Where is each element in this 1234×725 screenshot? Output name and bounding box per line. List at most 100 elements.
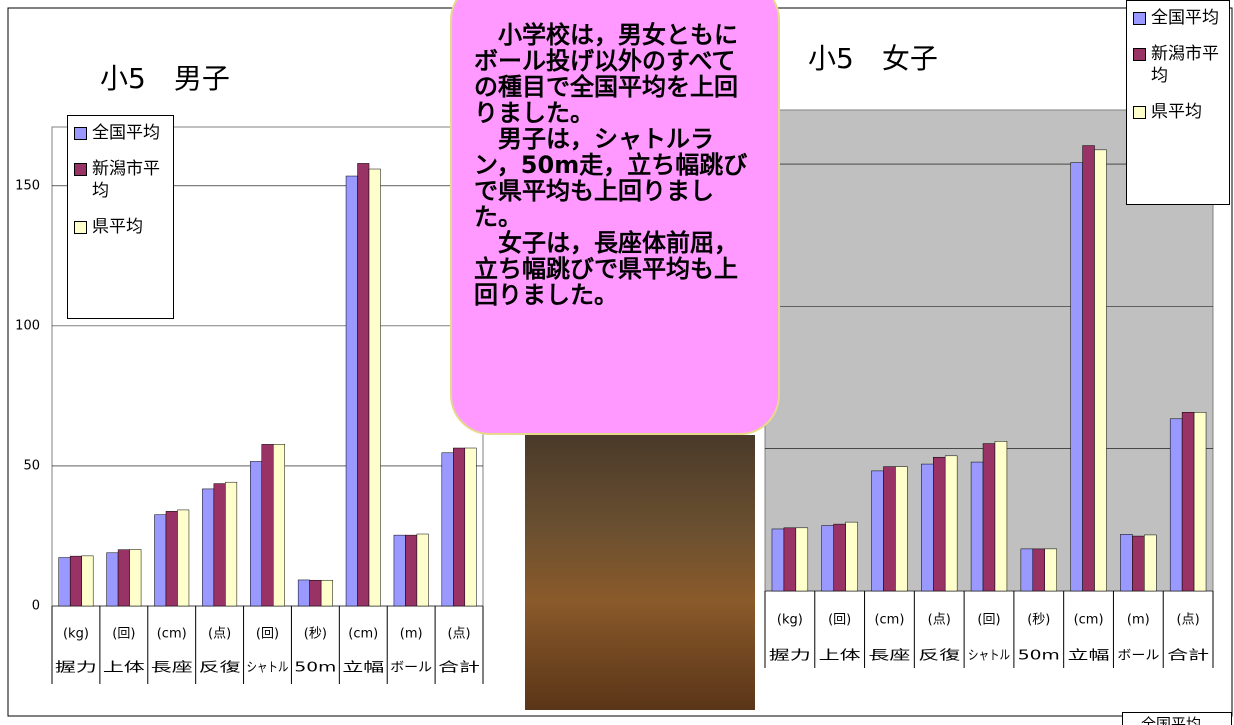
legend-entry: 新潟市平均 [1131,43,1225,87]
bar [1032,548,1046,592]
bar [165,511,178,607]
bar [1193,412,1207,592]
bar [202,488,215,607]
category-unit: (点) [928,613,951,628]
bar [994,441,1008,592]
legend-label: 新潟市平均 [1151,44,1219,86]
legend-swatch [1133,48,1146,61]
category-unit: (回) [112,627,135,642]
category-unit: (点) [1177,613,1200,628]
x-tick-label: 長座 [868,649,910,664]
bar [368,168,381,607]
legend-entry: 県平均 [72,216,169,238]
category-unit: (回) [828,613,851,628]
bar [1020,548,1034,592]
bar [58,557,71,607]
bar [81,555,94,607]
bar [1094,149,1107,592]
bar [117,549,130,607]
bar [464,447,477,607]
category-unit: (回) [977,613,1000,628]
legend-swatch [74,221,87,234]
legend-entry: 全国平均 [1131,7,1225,29]
bar [154,514,167,607]
legend-swatch [1133,12,1146,25]
bar [1132,535,1145,592]
category-unit: (秒) [1027,613,1050,628]
bar [871,470,884,592]
bar [69,555,82,607]
category-unit: (回) [256,627,279,642]
bar [441,452,454,607]
bar [1070,162,1083,592]
bar [1082,145,1095,592]
x-tick-label: 握力 [769,649,811,664]
bar [405,534,418,607]
legend: 全国平均新潟市平均県平均 [1126,0,1230,205]
legend-entry: 県平均 [1131,101,1225,123]
category-unit: (m) [400,627,423,642]
legend-entry: 新潟市平均 [72,158,169,202]
bar [416,533,429,607]
legend-label: 全国平均 [1151,8,1219,28]
chart-title: 小5 男子 [100,62,230,95]
bar [783,527,797,592]
legend-swatch [74,163,87,176]
bar [177,509,190,607]
callout-text: 小学校は，男女ともにボール投げ以外のすべての種目で全国平均を上回りました。 [474,21,738,127]
bar [1044,548,1057,592]
legend-label: 新潟市平均 [92,159,160,201]
category-unit: (cm) [157,627,187,642]
x-tick-label: シャトル [247,661,289,676]
bar [129,549,142,607]
bar [453,447,466,607]
chart-title: 小5 女子 [808,42,938,75]
category-unit: (m) [1127,613,1150,628]
category-unit: (kg) [777,613,803,628]
bar [106,552,119,607]
callout: 小学校は，男女ともにボール投げ以外のすべての種目で全国平均を上回りました。 男子… [450,0,780,435]
category-unit: (cm) [874,613,904,628]
bar [250,461,263,607]
bar [771,528,785,592]
bar [883,466,896,592]
category-unit: (cm) [348,627,378,642]
bar [982,443,996,592]
legend-label: 県平均 [1151,102,1202,122]
bar [1169,418,1183,592]
x-tick-label: 立幅 [1068,649,1110,664]
x-tick-label: 合計 [1167,648,1209,664]
y-tick-label: 150 [15,178,40,193]
category-unit: (kg) [63,627,89,642]
callout-text: 男子は，シャトルラン，50m走，立ち幅跳びで県平均も上回りました。 [474,125,748,231]
bar [261,444,274,607]
x-tick-label: ボール [1117,649,1159,664]
bar [320,579,333,607]
legend-swatch [1133,106,1146,119]
category-unit: (秒) [304,627,327,642]
bar [213,483,226,607]
bar [921,463,934,592]
bar [821,525,834,592]
bar [345,175,358,607]
photo [525,435,755,710]
legend: 全国平均新潟市平均県平均 [67,115,174,319]
legend-swatch [74,127,87,140]
y-tick-label: 50 [23,458,40,473]
bar [845,521,858,592]
bar [932,456,946,592]
bar [297,579,310,607]
bar [225,481,238,607]
callout-text: 女子は，長座体前屈，立ち幅跳びで県平均も上回りました。 [474,229,738,309]
legend-entry: 全国平均 [72,122,169,144]
y-tick-label: 100 [15,318,40,333]
x-tick-label: 反復 [199,660,241,676]
x-tick-label: 50m [294,661,336,676]
category-unit: (点) [208,627,231,642]
footer-legend: 全国平均 [1122,712,1232,725]
bar [1181,412,1195,592]
legend-label: 県平均 [92,217,143,237]
x-tick-label: 合計 [438,660,480,676]
